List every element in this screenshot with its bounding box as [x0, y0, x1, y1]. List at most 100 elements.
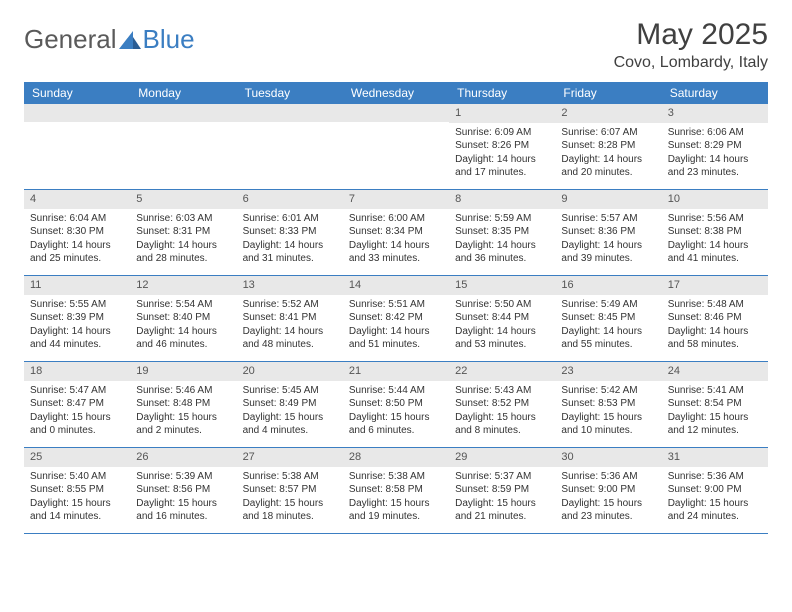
sunrise-text: Sunrise: 5:59 AM	[455, 212, 549, 226]
daylight-text: Daylight: 14 hours and 58 minutes.	[668, 325, 762, 352]
daylight-text: Daylight: 15 hours and 14 minutes.	[30, 497, 124, 524]
sunrise-text: Sunrise: 5:57 AM	[561, 212, 655, 226]
day-details: Sunrise: 5:47 AMSunset: 8:47 PMDaylight:…	[24, 381, 130, 442]
sunset-text: Sunset: 9:00 PM	[561, 483, 655, 497]
day-number: 13	[237, 276, 343, 295]
daylight-text: Daylight: 15 hours and 21 minutes.	[455, 497, 549, 524]
sunrise-text: Sunrise: 5:47 AM	[30, 384, 124, 398]
day-number: 22	[449, 362, 555, 381]
calendar-cell: 29Sunrise: 5:37 AMSunset: 8:59 PMDayligh…	[449, 448, 555, 534]
sunset-text: Sunset: 9:00 PM	[668, 483, 762, 497]
sunset-text: Sunset: 8:50 PM	[349, 397, 443, 411]
sunrise-text: Sunrise: 5:44 AM	[349, 384, 443, 398]
calendar-cell-empty	[24, 104, 130, 190]
calendar-document: General Blue May 2025 Covo, Lombardy, It…	[0, 0, 792, 552]
day-details: Sunrise: 6:03 AMSunset: 8:31 PMDaylight:…	[130, 209, 236, 270]
day-number: 16	[555, 276, 661, 295]
sunset-text: Sunset: 8:58 PM	[349, 483, 443, 497]
daylight-text: Daylight: 15 hours and 8 minutes.	[455, 411, 549, 438]
day-number: 23	[555, 362, 661, 381]
day-number: 1	[449, 104, 555, 123]
day-number: 19	[130, 362, 236, 381]
calendar-cell: 11Sunrise: 5:55 AMSunset: 8:39 PMDayligh…	[24, 276, 130, 362]
sunset-text: Sunset: 8:44 PM	[455, 311, 549, 325]
weekday-header-row: Sunday Monday Tuesday Wednesday Thursday…	[24, 82, 768, 104]
day-number: 31	[662, 448, 768, 467]
sunrise-text: Sunrise: 5:49 AM	[561, 298, 655, 312]
day-details: Sunrise: 5:54 AMSunset: 8:40 PMDaylight:…	[130, 295, 236, 356]
calendar-cell: 6Sunrise: 6:01 AMSunset: 8:33 PMDaylight…	[237, 190, 343, 276]
brand-name-part2: Blue	[143, 24, 195, 55]
sunset-text: Sunset: 8:56 PM	[136, 483, 230, 497]
day-details: Sunrise: 5:44 AMSunset: 8:50 PMDaylight:…	[343, 381, 449, 442]
day-number: 5	[130, 190, 236, 209]
weekday-header: Wednesday	[343, 82, 449, 104]
day-number: 18	[24, 362, 130, 381]
day-number: 17	[662, 276, 768, 295]
day-details: Sunrise: 6:09 AMSunset: 8:26 PMDaylight:…	[449, 123, 555, 184]
day-number: 15	[449, 276, 555, 295]
day-details: Sunrise: 5:49 AMSunset: 8:45 PMDaylight:…	[555, 295, 661, 356]
calendar-cell: 31Sunrise: 5:36 AMSunset: 9:00 PMDayligh…	[662, 448, 768, 534]
sunset-text: Sunset: 8:46 PM	[668, 311, 762, 325]
calendar-cell: 8Sunrise: 5:59 AMSunset: 8:35 PMDaylight…	[449, 190, 555, 276]
day-number-bar	[24, 104, 130, 122]
day-details: Sunrise: 5:39 AMSunset: 8:56 PMDaylight:…	[130, 467, 236, 528]
day-number: 10	[662, 190, 768, 209]
calendar-cell: 16Sunrise: 5:49 AMSunset: 8:45 PMDayligh…	[555, 276, 661, 362]
calendar-cell: 18Sunrise: 5:47 AMSunset: 8:47 PMDayligh…	[24, 362, 130, 448]
day-number-bar	[343, 104, 449, 122]
sunrise-text: Sunrise: 5:50 AM	[455, 298, 549, 312]
brand-triangle-icon	[119, 31, 141, 49]
title-block: May 2025 Covo, Lombardy, Italy	[614, 18, 768, 72]
daylight-text: Daylight: 14 hours and 23 minutes.	[668, 153, 762, 180]
calendar-cell: 14Sunrise: 5:51 AMSunset: 8:42 PMDayligh…	[343, 276, 449, 362]
sunset-text: Sunset: 8:49 PM	[243, 397, 337, 411]
daylight-text: Daylight: 15 hours and 2 minutes.	[136, 411, 230, 438]
daylight-text: Daylight: 14 hours and 44 minutes.	[30, 325, 124, 352]
weekday-header: Monday	[130, 82, 236, 104]
day-number: 8	[449, 190, 555, 209]
sunset-text: Sunset: 8:42 PM	[349, 311, 443, 325]
daylight-text: Daylight: 14 hours and 20 minutes.	[561, 153, 655, 180]
day-details: Sunrise: 5:40 AMSunset: 8:55 PMDaylight:…	[24, 467, 130, 528]
day-details: Sunrise: 5:59 AMSunset: 8:35 PMDaylight:…	[449, 209, 555, 270]
sunset-text: Sunset: 8:59 PM	[455, 483, 549, 497]
day-number: 7	[343, 190, 449, 209]
sunset-text: Sunset: 8:29 PM	[668, 139, 762, 153]
day-details: Sunrise: 5:36 AMSunset: 9:00 PMDaylight:…	[555, 467, 661, 528]
daylight-text: Daylight: 14 hours and 33 minutes.	[349, 239, 443, 266]
sunset-text: Sunset: 8:39 PM	[30, 311, 124, 325]
weekday-header: Thursday	[449, 82, 555, 104]
sunrise-text: Sunrise: 5:48 AM	[668, 298, 762, 312]
calendar-cell: 5Sunrise: 6:03 AMSunset: 8:31 PMDaylight…	[130, 190, 236, 276]
day-details: Sunrise: 6:07 AMSunset: 8:28 PMDaylight:…	[555, 123, 661, 184]
sunrise-text: Sunrise: 5:54 AM	[136, 298, 230, 312]
day-details: Sunrise: 5:36 AMSunset: 9:00 PMDaylight:…	[662, 467, 768, 528]
sunset-text: Sunset: 8:54 PM	[668, 397, 762, 411]
sunrise-text: Sunrise: 5:41 AM	[668, 384, 762, 398]
day-details: Sunrise: 5:46 AMSunset: 8:48 PMDaylight:…	[130, 381, 236, 442]
calendar-cell: 9Sunrise: 5:57 AMSunset: 8:36 PMDaylight…	[555, 190, 661, 276]
sunrise-text: Sunrise: 5:52 AM	[243, 298, 337, 312]
calendar-cell: 25Sunrise: 5:40 AMSunset: 8:55 PMDayligh…	[24, 448, 130, 534]
calendar-cell: 30Sunrise: 5:36 AMSunset: 9:00 PMDayligh…	[555, 448, 661, 534]
sunrise-text: Sunrise: 5:37 AM	[455, 470, 549, 484]
weekday-header: Friday	[555, 82, 661, 104]
day-number: 14	[343, 276, 449, 295]
sunrise-text: Sunrise: 5:38 AM	[243, 470, 337, 484]
daylight-text: Daylight: 14 hours and 39 minutes.	[561, 239, 655, 266]
day-number-bar	[130, 104, 236, 122]
calendar: Sunday Monday Tuesday Wednesday Thursday…	[24, 82, 768, 534]
day-number: 20	[237, 362, 343, 381]
daylight-text: Daylight: 15 hours and 10 minutes.	[561, 411, 655, 438]
day-number: 3	[662, 104, 768, 123]
day-details: Sunrise: 5:48 AMSunset: 8:46 PMDaylight:…	[662, 295, 768, 356]
sunset-text: Sunset: 8:40 PM	[136, 311, 230, 325]
day-details: Sunrise: 6:01 AMSunset: 8:33 PMDaylight:…	[237, 209, 343, 270]
sunset-text: Sunset: 8:41 PM	[243, 311, 337, 325]
daylight-text: Daylight: 14 hours and 46 minutes.	[136, 325, 230, 352]
day-number: 24	[662, 362, 768, 381]
calendar-cell: 12Sunrise: 5:54 AMSunset: 8:40 PMDayligh…	[130, 276, 236, 362]
sunset-text: Sunset: 8:55 PM	[30, 483, 124, 497]
